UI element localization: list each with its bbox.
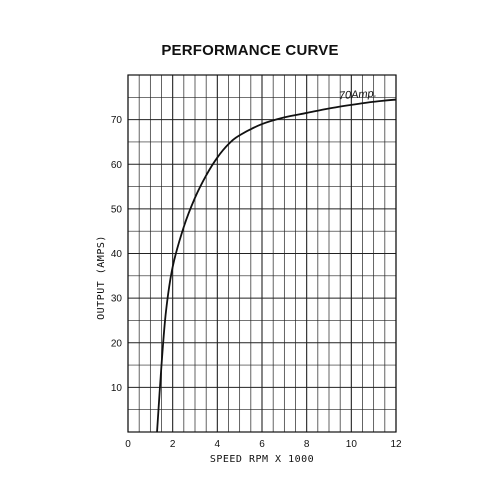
y-tick-label: 70 — [111, 115, 123, 126]
x-axis-label: SPEED RPM X 1000 — [210, 454, 314, 465]
annotations: 70Amp. — [338, 88, 377, 103]
x-tick-label: 10 — [346, 439, 358, 450]
x-tick-label: 8 — [304, 439, 310, 450]
y-tick-label: 50 — [111, 204, 123, 215]
x-tick-label: 2 — [170, 439, 176, 450]
chart-title: PERFORMANCE CURVE — [161, 42, 339, 59]
y-tick-label: 10 — [111, 383, 123, 394]
series-group — [156, 98, 397, 433]
y-tick-labels: 10 20 30 40 50 60 70 — [111, 115, 123, 394]
x-tick-label: 4 — [215, 439, 221, 450]
series-line — [156, 98, 397, 433]
x-tick-label: 6 — [259, 439, 265, 450]
y-axis-label: OUTPUT (AMPS) — [96, 235, 107, 320]
y-tick-label: 20 — [111, 338, 123, 349]
x-tick-label: 12 — [390, 439, 402, 450]
y-tick-label: 60 — [111, 160, 123, 171]
y-tick-label: 40 — [111, 249, 123, 260]
curve-annotation: 70Amp. — [338, 88, 377, 103]
chart-grid — [127, 74, 397, 433]
x-tick-labels: 0 2 4 6 8 10 12 — [125, 439, 402, 450]
y-tick-label: 30 — [111, 294, 123, 305]
plot-frame — [127, 74, 397, 433]
x-tick-label: 0 — [125, 439, 131, 450]
